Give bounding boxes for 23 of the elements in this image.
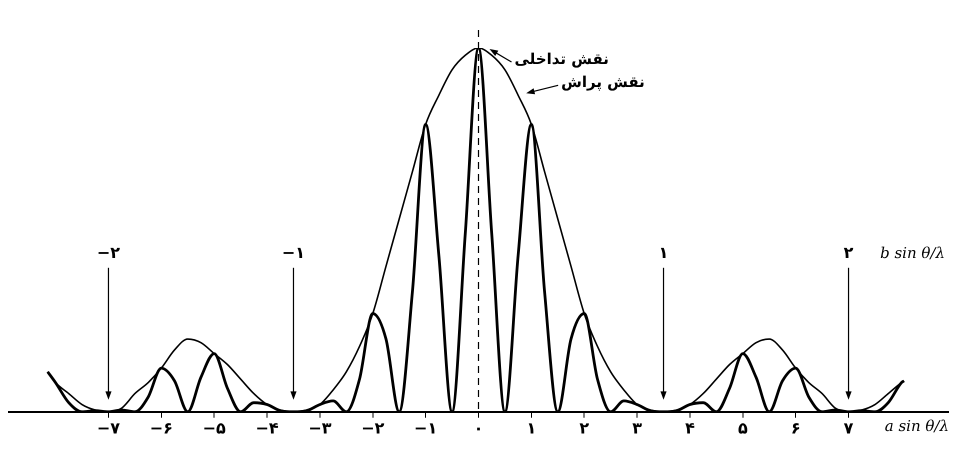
x2-axis-title: b sin θ/λ	[880, 244, 945, 262]
x-tick-label: ۲	[579, 418, 590, 438]
x-tick-label: −۴	[255, 418, 279, 438]
x-tick-label: −۵	[202, 418, 226, 438]
x-tick-label: −۶	[150, 418, 173, 438]
x-tick-label: ۴	[685, 418, 696, 438]
x-tick-label: −۷	[96, 418, 120, 438]
x-tick-label: ۷	[844, 418, 854, 438]
x2-tick-label: ۱	[658, 242, 668, 262]
x-tick-label: −۲	[361, 418, 385, 438]
x2-tick-label: ۲	[844, 242, 854, 262]
x-tick-label: ۶	[790, 418, 801, 438]
x-tick-label: −۳	[308, 418, 332, 438]
x-tick-label: ۳	[632, 418, 642, 438]
x-axis-title: a sin θ/λ	[884, 417, 949, 436]
x-tick-label: ۰	[474, 418, 484, 438]
x-tick-label: ۵	[738, 418, 748, 438]
x2-tick-label: −۲	[96, 242, 120, 262]
legend-label: نقش تداخلی	[514, 50, 609, 68]
x-tick-label: −۱	[414, 418, 438, 438]
legend-label: نقش پراش	[561, 73, 645, 92]
x2-tick-label: −۱	[282, 242, 306, 262]
x-tick-label: ۱	[526, 418, 536, 438]
